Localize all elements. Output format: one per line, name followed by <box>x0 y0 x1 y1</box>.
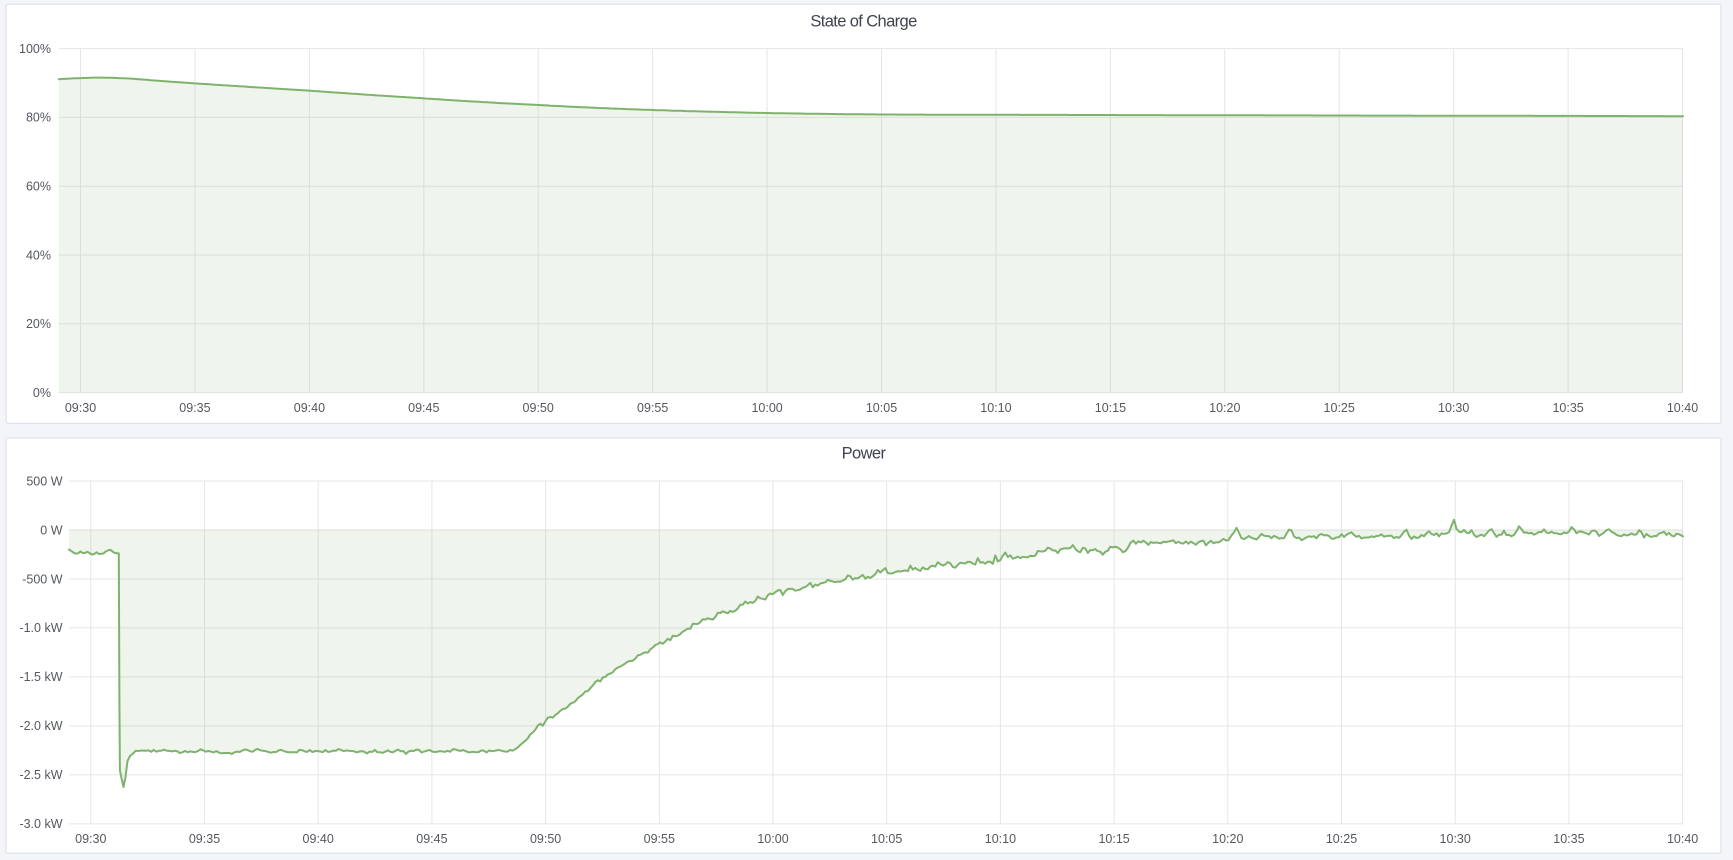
svg-text:10:25: 10:25 <box>1326 832 1357 846</box>
svg-text:0%: 0% <box>33 386 51 400</box>
svg-text:-2.5 kW: -2.5 kW <box>19 768 62 782</box>
svg-text:20%: 20% <box>26 317 51 331</box>
svg-text:10:20: 10:20 <box>1209 401 1240 415</box>
svg-text:10:20: 10:20 <box>1212 832 1243 846</box>
svg-text:0 W: 0 W <box>40 523 62 537</box>
svg-text:10:05: 10:05 <box>866 401 897 415</box>
svg-text:500 W: 500 W <box>26 474 62 488</box>
svg-text:10:25: 10:25 <box>1324 401 1355 415</box>
svg-text:100%: 100% <box>19 42 51 56</box>
svg-text:09:30: 09:30 <box>65 401 96 415</box>
svg-text:10:35: 10:35 <box>1553 832 1584 846</box>
svg-text:09:40: 09:40 <box>294 401 325 415</box>
svg-text:80%: 80% <box>26 111 51 125</box>
svg-text:10:00: 10:00 <box>757 832 788 846</box>
svg-text:10:10: 10:10 <box>980 401 1011 415</box>
svg-text:40%: 40% <box>26 248 51 262</box>
svg-text:09:45: 09:45 <box>416 832 447 846</box>
svg-text:-2.0 kW: -2.0 kW <box>19 719 62 733</box>
svg-text:10:15: 10:15 <box>1095 401 1126 415</box>
svg-text:-500 W: -500 W <box>22 572 62 586</box>
svg-text:State of Charge: State of Charge <box>810 12 917 30</box>
svg-text:09:55: 09:55 <box>644 832 675 846</box>
svg-text:10:05: 10:05 <box>871 832 902 846</box>
svg-text:09:45: 09:45 <box>408 401 439 415</box>
svg-text:09:35: 09:35 <box>189 832 220 846</box>
svg-text:60%: 60% <box>26 180 51 194</box>
svg-text:09:30: 09:30 <box>75 832 106 846</box>
svg-text:10:00: 10:00 <box>751 401 782 415</box>
svg-text:09:50: 09:50 <box>523 401 554 415</box>
svg-text:10:40: 10:40 <box>1667 401 1698 415</box>
svg-text:09:35: 09:35 <box>179 401 210 415</box>
svg-text:10:10: 10:10 <box>985 832 1016 846</box>
svg-text:Power: Power <box>842 445 887 463</box>
svg-text:10:40: 10:40 <box>1667 832 1698 846</box>
svg-text:09:50: 09:50 <box>530 832 561 846</box>
svg-text:-1.5 kW: -1.5 kW <box>19 670 62 684</box>
svg-text:10:35: 10:35 <box>1552 401 1583 415</box>
svg-text:-3.0 kW: -3.0 kW <box>19 817 62 831</box>
svg-text:09:40: 09:40 <box>303 832 334 846</box>
svg-text:-1.0 kW: -1.0 kW <box>19 621 62 635</box>
svg-text:10:30: 10:30 <box>1438 401 1469 415</box>
svg-text:10:30: 10:30 <box>1440 832 1471 846</box>
svg-text:09:55: 09:55 <box>637 401 668 415</box>
svg-text:10:15: 10:15 <box>1098 832 1129 846</box>
